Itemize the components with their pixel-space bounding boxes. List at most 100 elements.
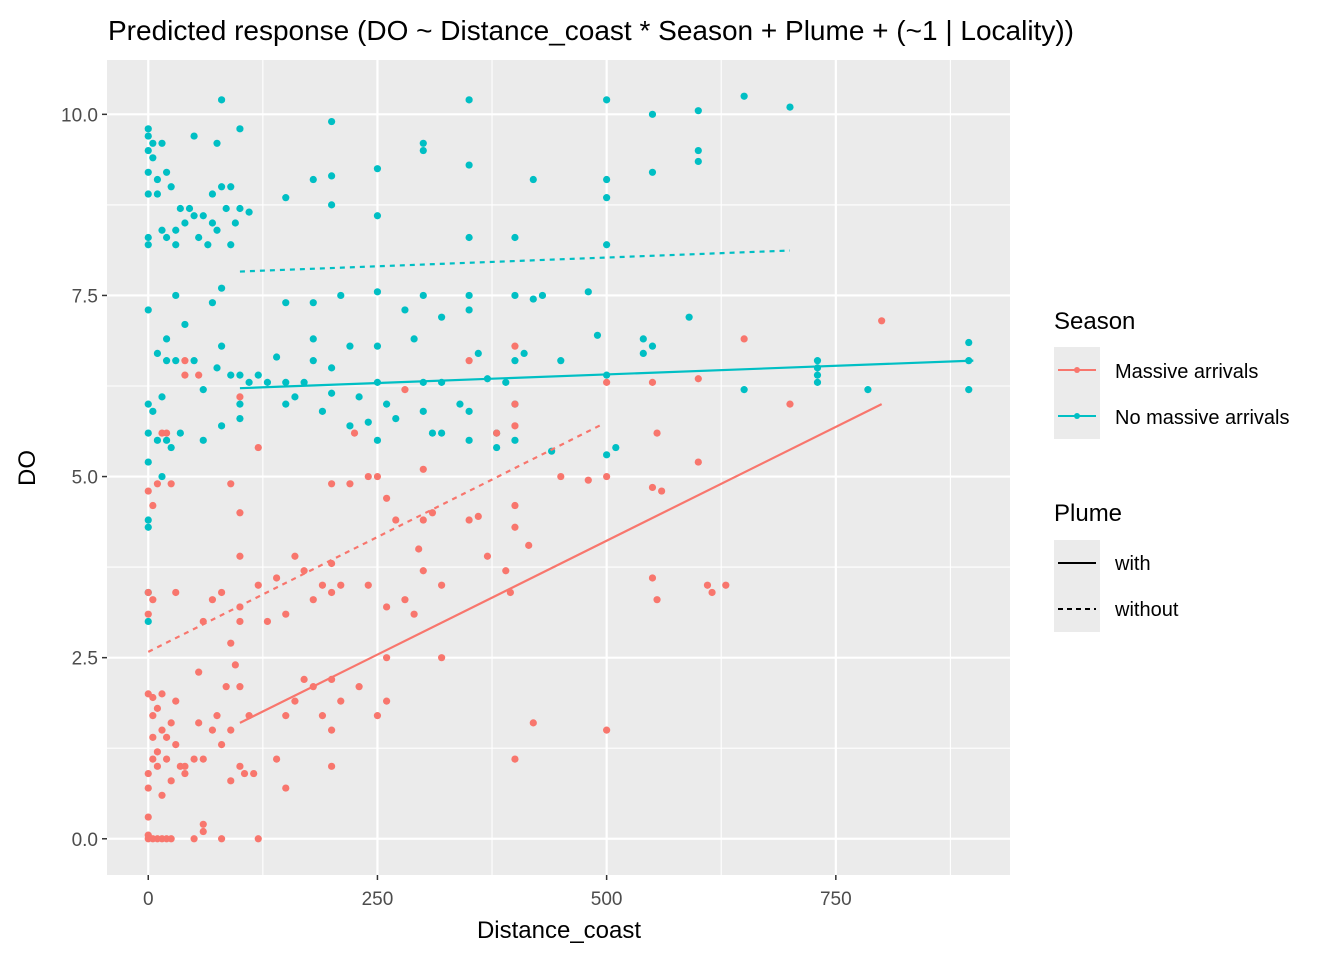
- data-point: [694, 146, 702, 155]
- data-point: [318, 581, 327, 589]
- data-point: [502, 567, 510, 575]
- data-point: [722, 581, 730, 589]
- data-point: [149, 139, 157, 147]
- data-point: [213, 364, 221, 372]
- data-point: [217, 835, 226, 843]
- data-point: [511, 422, 519, 430]
- data-point: [217, 96, 226, 104]
- data-point: [318, 712, 327, 720]
- x-tick-label: 0: [143, 889, 154, 910]
- data-point: [373, 472, 382, 481]
- data-point: [350, 429, 359, 437]
- data-point: [612, 443, 620, 452]
- data-point: [603, 472, 611, 481]
- data-point: [213, 712, 221, 720]
- data-point: [167, 719, 175, 727]
- data-point: [149, 755, 157, 763]
- data-point: [162, 755, 171, 763]
- data-point: [364, 472, 372, 481]
- data-point: [217, 342, 226, 350]
- data-point: [506, 588, 514, 597]
- data-point: [167, 835, 175, 843]
- data-point: [282, 378, 290, 386]
- data-point: [373, 436, 382, 444]
- data-point: [511, 291, 519, 300]
- x-axis-title: Distance_coast: [477, 917, 641, 944]
- data-point: [328, 389, 336, 397]
- data-point: [648, 574, 657, 582]
- chart-title: Predicted response (DO ~ Distance_coast …: [108, 15, 1074, 46]
- data-point: [740, 92, 748, 100]
- data-point: [208, 190, 217, 198]
- data-point: [392, 415, 400, 423]
- data-point: [236, 415, 244, 423]
- data-point: [520, 349, 528, 357]
- data-point: [227, 241, 235, 249]
- data-point: [813, 357, 822, 365]
- data-point: [158, 393, 166, 401]
- data-point: [300, 675, 308, 684]
- data-point: [153, 436, 162, 444]
- data-point: [291, 393, 299, 401]
- data-point: [272, 574, 281, 582]
- plot-panel: [107, 60, 1010, 875]
- data-point: [227, 639, 235, 647]
- data-point: [158, 690, 166, 698]
- data-point: [373, 288, 382, 296]
- data-point: [195, 371, 203, 379]
- axis-ticks: 0 250 500 750 0.0 2.5 5.0 7.5 10.0: [61, 105, 852, 910]
- data-point: [474, 349, 482, 357]
- data-point: [217, 741, 226, 749]
- data-point: [410, 335, 418, 343]
- data-point: [465, 436, 473, 444]
- data-point: [474, 512, 482, 521]
- data-point: [172, 226, 180, 234]
- data-point: [144, 523, 152, 531]
- data-point: [337, 291, 345, 300]
- data-point: [465, 516, 473, 524]
- data-point: [181, 320, 189, 329]
- data-point: [153, 480, 162, 488]
- data-point: [181, 769, 189, 778]
- data-point: [144, 784, 152, 792]
- data-point: [346, 422, 354, 430]
- data-point: [740, 335, 748, 343]
- data-point: [190, 835, 198, 843]
- data-point: [703, 581, 712, 589]
- data-point: [603, 378, 611, 386]
- y-tick-label: 10.0: [61, 105, 98, 126]
- y-tick-label: 5.0: [72, 468, 98, 489]
- data-point: [364, 581, 372, 589]
- data-point: [438, 313, 446, 321]
- data-point: [208, 219, 217, 227]
- data-point: [511, 523, 519, 531]
- data-point: [199, 755, 207, 763]
- data-point: [144, 769, 152, 778]
- data-point: [144, 813, 152, 821]
- data-point: [383, 654, 391, 662]
- data-point: [172, 697, 180, 705]
- data-point: [309, 357, 317, 365]
- data-point: [529, 175, 537, 184]
- data-point: [401, 306, 409, 314]
- data-point: [639, 335, 647, 343]
- data-point: [346, 342, 354, 350]
- data-point: [144, 487, 152, 495]
- data-point: [328, 201, 336, 209]
- data-point: [144, 429, 152, 437]
- data-point: [172, 741, 180, 749]
- data-point: [786, 103, 794, 111]
- data-point: [511, 755, 519, 763]
- data-point: [740, 386, 748, 394]
- data-point: [438, 429, 446, 437]
- legend-label-without: without: [1114, 599, 1179, 621]
- data-point: [786, 400, 794, 408]
- data-point: [227, 183, 235, 191]
- fit-lines: [147, 249, 974, 724]
- data-point: [557, 357, 565, 365]
- data-point: [328, 117, 336, 126]
- data-point: [511, 400, 519, 408]
- data-point: [144, 617, 152, 626]
- data-point: [195, 668, 203, 676]
